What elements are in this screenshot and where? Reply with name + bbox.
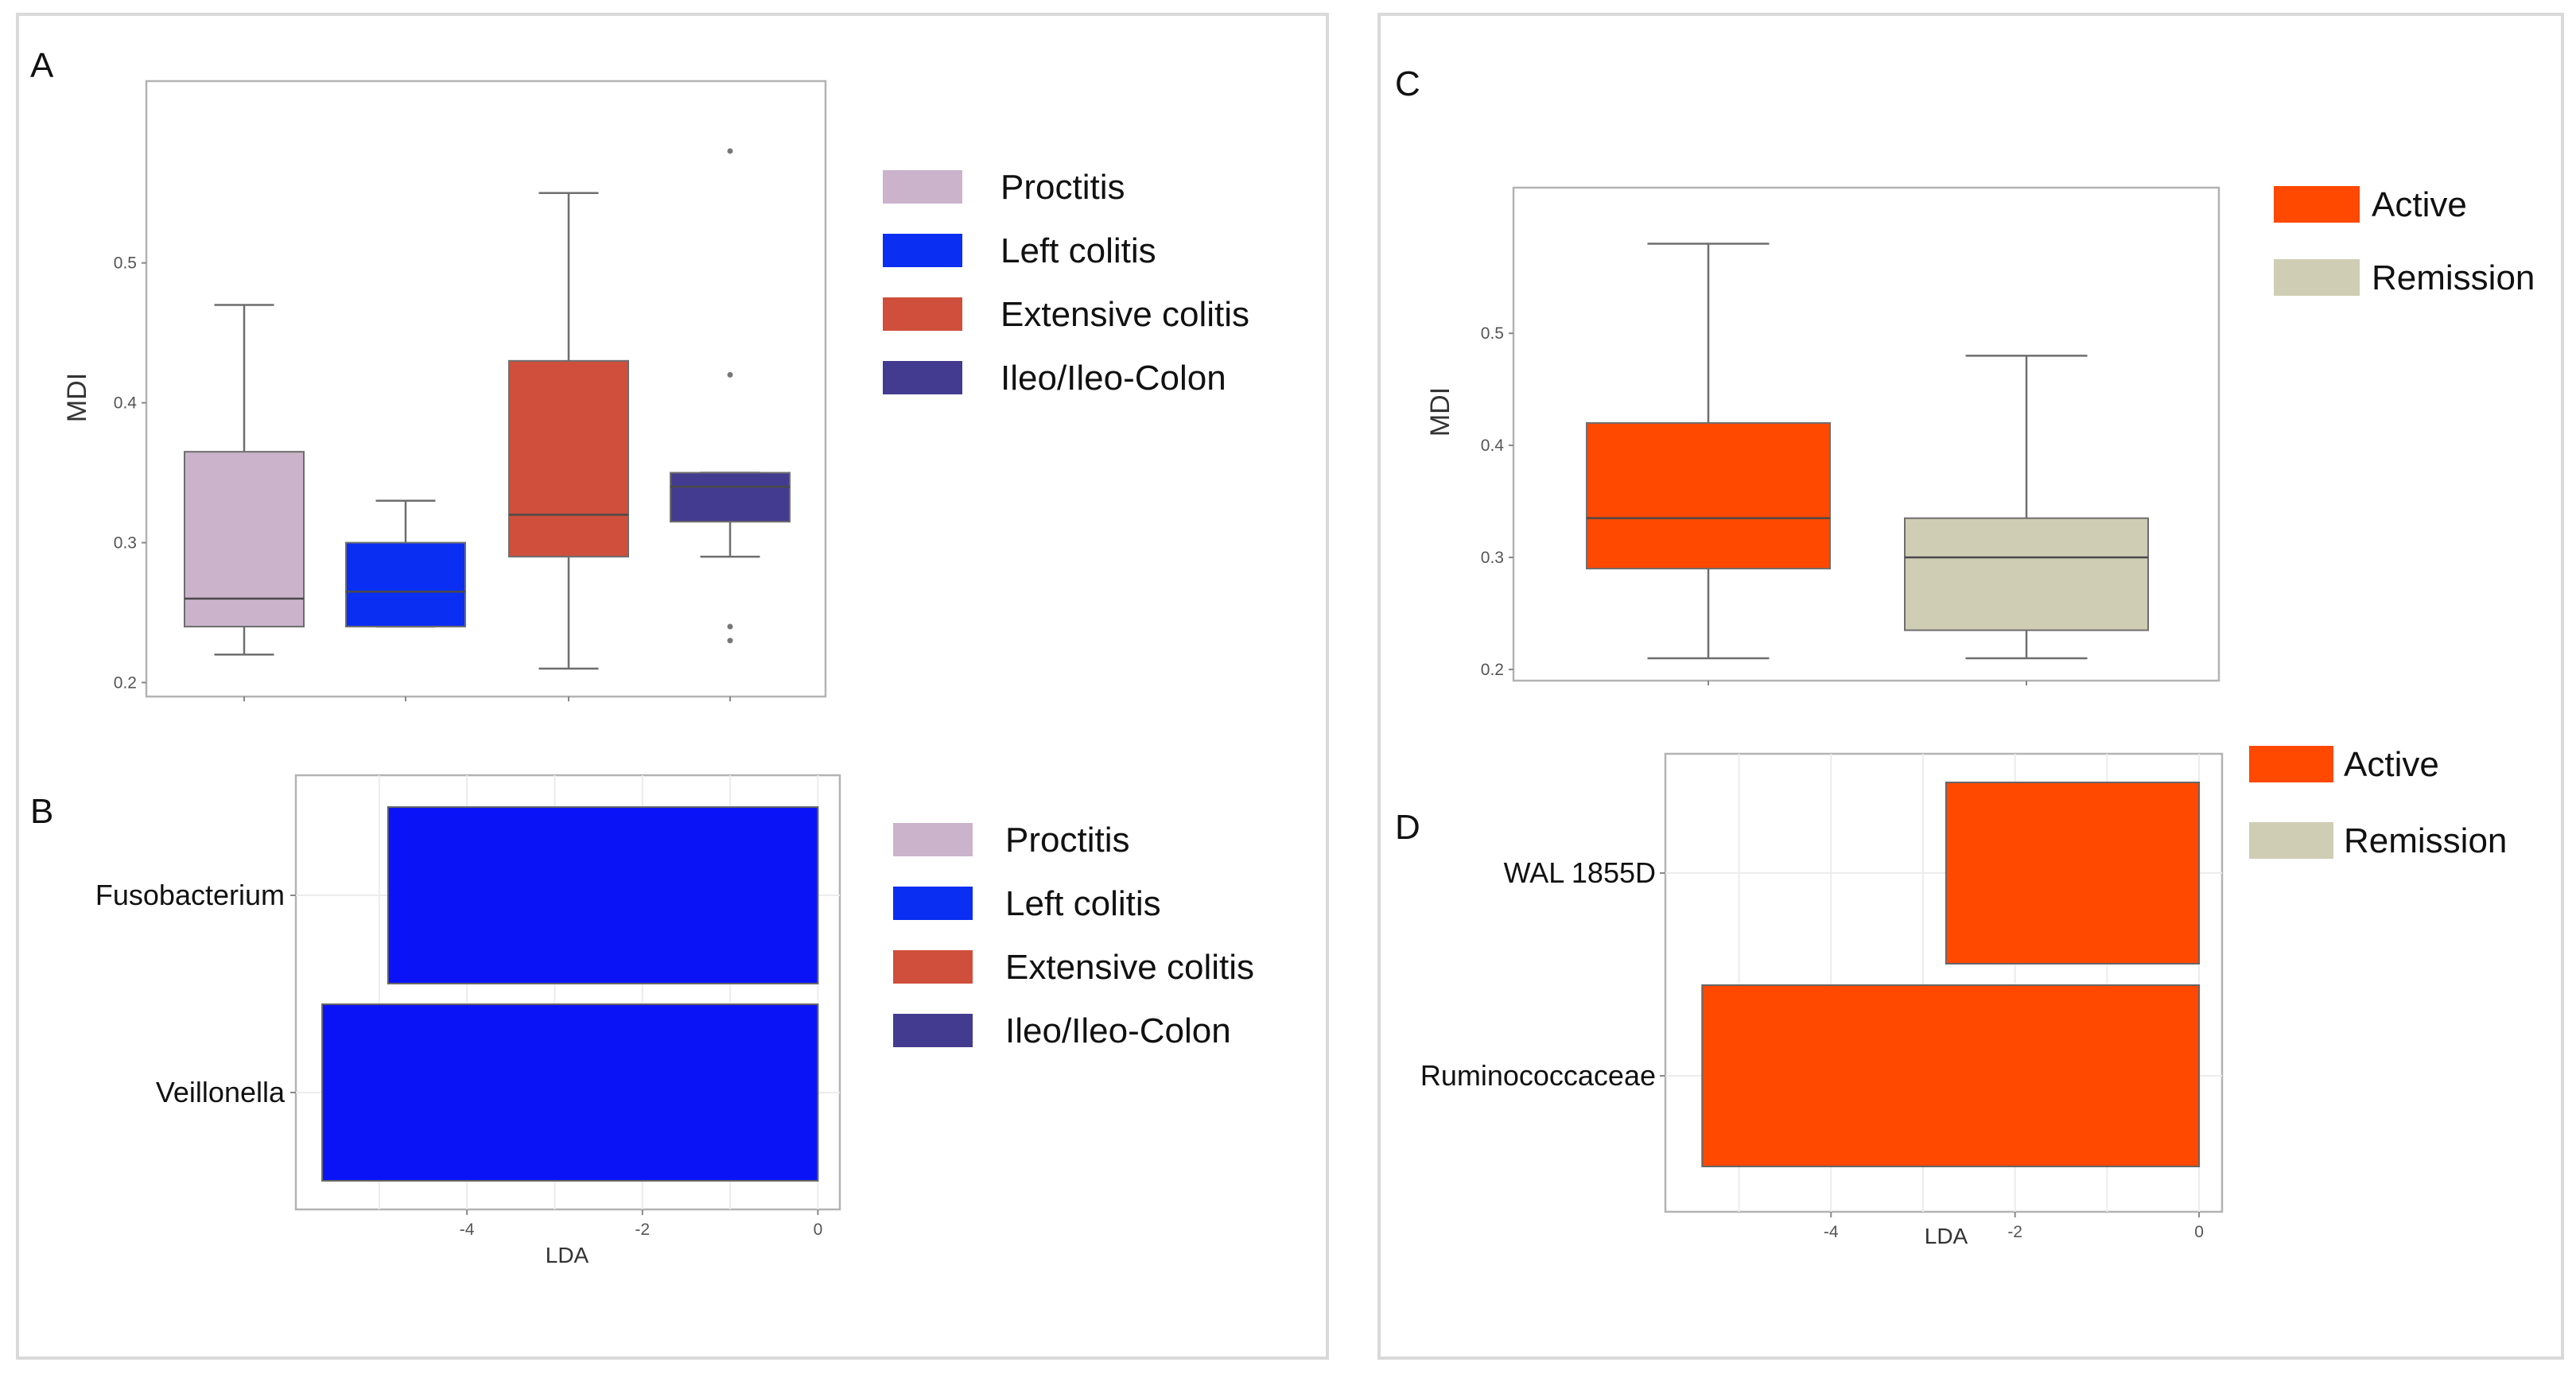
y-tick-label-c-3: 0.5 <box>1481 324 1504 343</box>
legend-label-a-2: Extensive colitis <box>1000 295 1249 334</box>
y-tick-label-a-1: 0.3 <box>114 534 137 553</box>
box-a-2 <box>508 192 629 670</box>
outlier-a-3-0 <box>727 148 733 154</box>
box-body-c-1 <box>1904 517 2149 631</box>
box-body-c-0 <box>1586 421 1831 570</box>
y-tick-label-a-2: 0.4 <box>114 394 138 413</box>
legend-swatch-d-0 <box>2249 746 2333 782</box>
box-a-0 <box>184 304 305 656</box>
outlier-a-3-3 <box>727 638 733 644</box>
legend-label-a-1: Left colitis <box>1000 231 1156 270</box>
box-body-a-1 <box>345 541 466 628</box>
box-body-a-0 <box>184 451 305 628</box>
x-axis-title-d: LDA <box>1925 1224 1968 1248</box>
y-tick-label-a-0: 0.2 <box>114 673 137 692</box>
y-tick-label-a-3: 0.5 <box>114 254 137 273</box>
y-tick-label-c-1: 0.3 <box>1481 549 1504 567</box>
bar-d-1 <box>1701 984 2201 1167</box>
legend-label-c-0: Active <box>2372 185 2467 224</box>
legend-label-d-0: Active <box>2344 745 2439 784</box>
legend-label-d-1: Remission <box>2344 821 2507 860</box>
legend-swatch-a-2 <box>883 297 962 331</box>
legend-swatch-d-1 <box>2249 822 2333 859</box>
bar-b-0 <box>387 806 819 984</box>
outlier-a-3-2 <box>727 623 733 630</box>
legend-label-b-3: Ileo/Ileo-Colon <box>1005 1011 1231 1050</box>
legend-label-b-2: Extensive colitis <box>1005 948 1254 987</box>
panel-letter-d: D <box>1395 808 1420 847</box>
outlier-a-3-1 <box>727 371 733 378</box>
legend-label-c-1: Remission <box>2372 258 2535 297</box>
panel-letter-b: B <box>30 792 53 831</box>
panel-letter-c: C <box>1395 64 1420 103</box>
box-body-a-2 <box>508 359 629 558</box>
x-tick-label-b-0: -4 <box>460 1221 475 1239</box>
category-label-b-0: Fusobacterium <box>95 879 285 911</box>
category-label-d-0: WAL 1855D <box>1504 856 1656 889</box>
legend-swatch-a-0 <box>883 170 962 204</box>
legend-swatch-b-3 <box>893 1014 973 1047</box>
legend-swatch-b-0 <box>893 823 973 856</box>
legend-swatch-b-1 <box>893 887 973 920</box>
legend-label-a-0: Proctitis <box>1000 168 1125 207</box>
legend-label-a-3: Ileo/Ileo-Colon <box>1000 359 1226 398</box>
legend-label-b-1: Left colitis <box>1005 884 1161 923</box>
y-axis-title-c: MDI <box>1425 387 1455 437</box>
x-tick-label-b-2: 0 <box>814 1221 823 1239</box>
category-label-b-1: Veillonella <box>156 1076 286 1108</box>
bar-d-0 <box>1945 782 2201 965</box>
box-c-1 <box>1904 355 2149 660</box>
y-tick-label-c-2: 0.4 <box>1481 437 1505 455</box>
legend-swatch-a-1 <box>883 234 962 267</box>
box-a-3 <box>670 148 791 644</box>
y-axis-title-a: MDI <box>62 373 92 422</box>
box-a-1 <box>345 499 466 628</box>
legend-label-b-0: Proctitis <box>1005 821 1129 860</box>
x-tick-label-d-0: -4 <box>1824 1223 1839 1241</box>
panel-frame-left <box>16 13 1329 1360</box>
legend-swatch-a-3 <box>883 361 962 394</box>
x-tick-label-b-1: -2 <box>635 1221 650 1239</box>
bar-b-1 <box>321 1003 819 1182</box>
category-label-d-1: Ruminococcaceae <box>1420 1059 1656 1092</box>
x-tick-label-d-2: 0 <box>2194 1223 2204 1241</box>
x-tick-label-d-1: -2 <box>2007 1223 2022 1241</box>
panel-frame-right <box>1377 13 2564 1360</box>
box-c-0 <box>1586 243 1831 660</box>
y-tick-label-c-0: 0.2 <box>1481 661 1504 679</box>
legend-swatch-c-1 <box>2274 259 2360 296</box>
legend-swatch-c-0 <box>2274 186 2360 223</box>
box-body-a-3 <box>670 472 791 523</box>
legend-swatch-b-2 <box>893 950 973 984</box>
panel-letter-a: A <box>30 46 54 85</box>
x-axis-title-b: LDA <box>546 1243 589 1267</box>
